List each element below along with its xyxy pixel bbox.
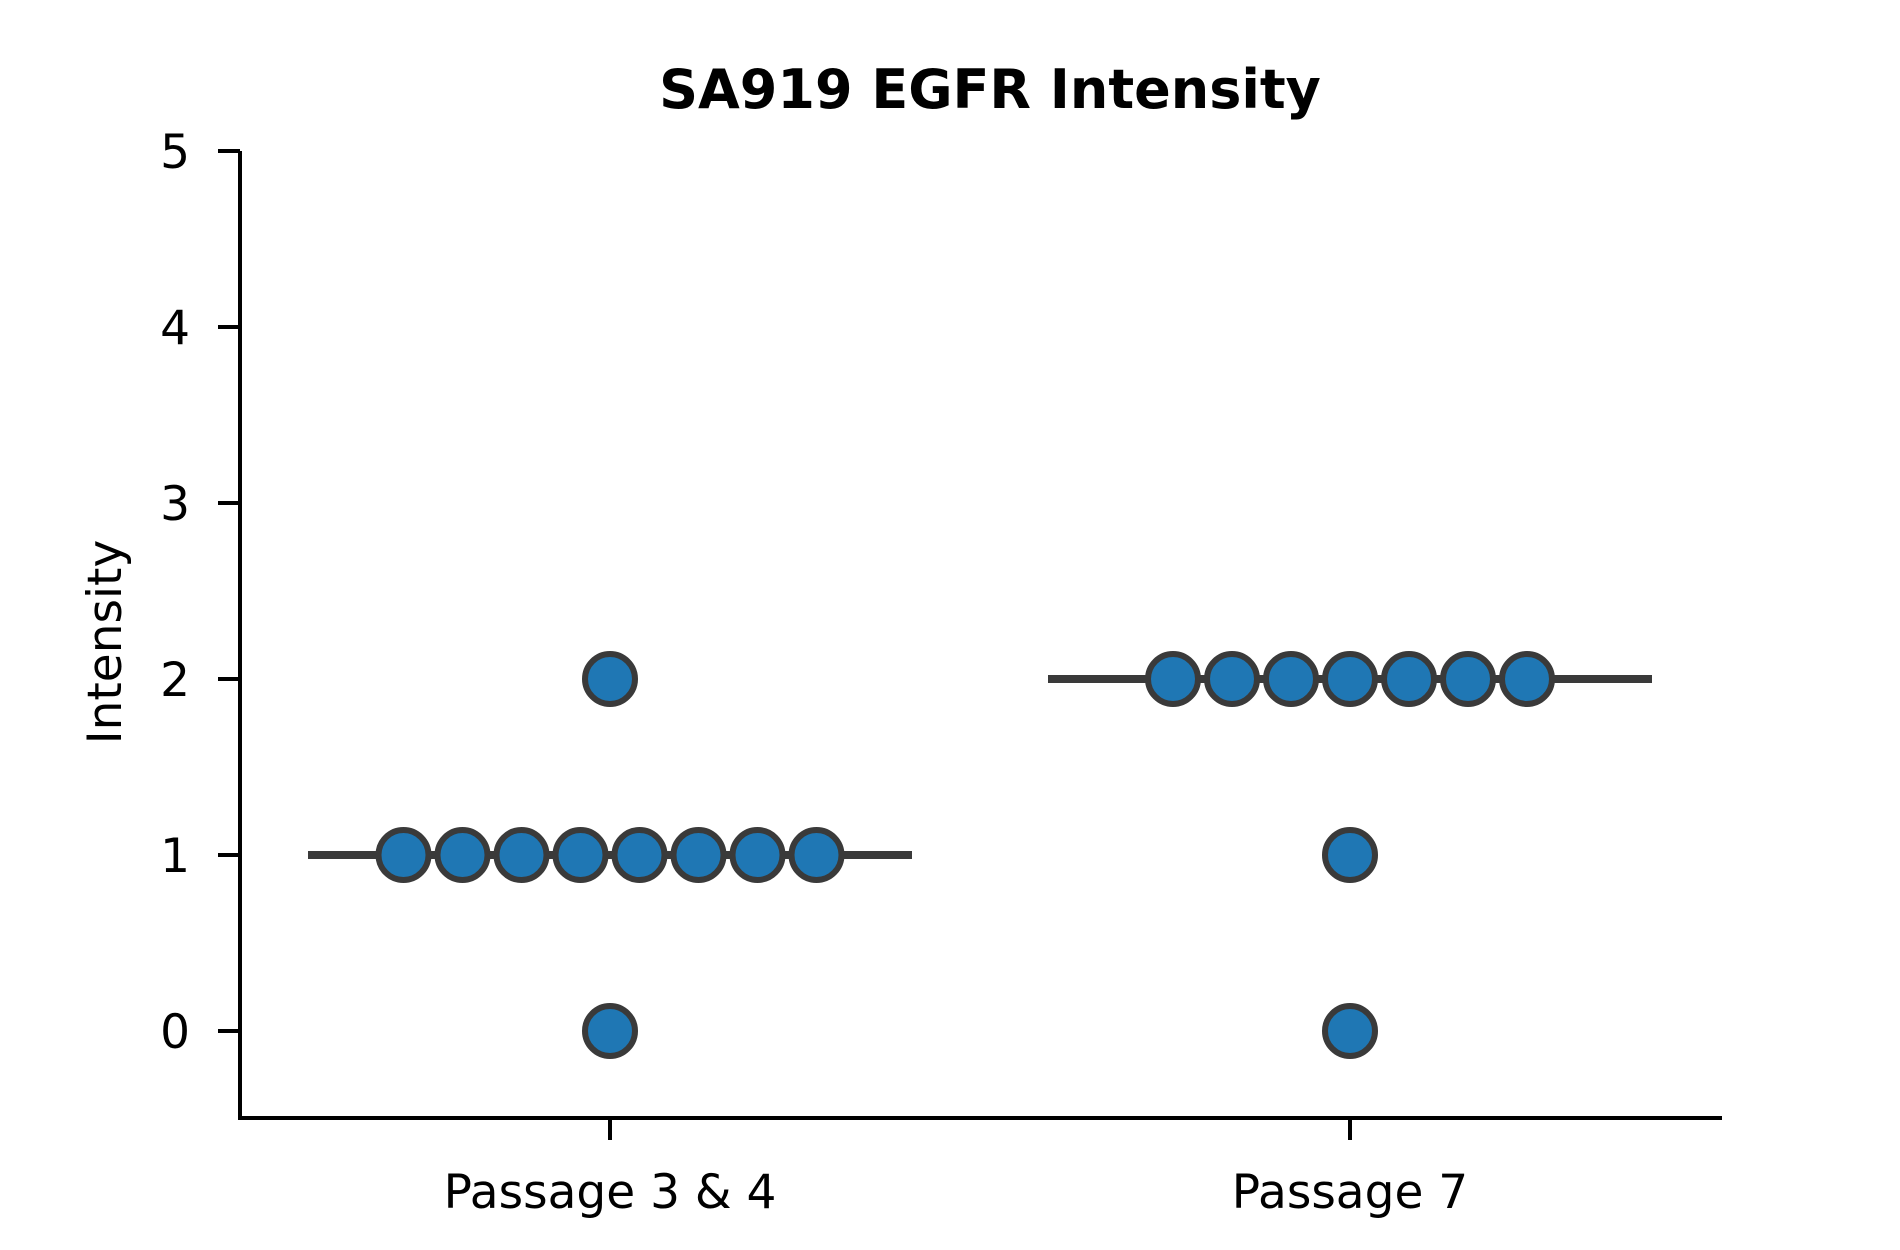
data-point [611,827,668,883]
data-point [1263,651,1319,707]
data-point [1322,1003,1378,1059]
data-point [1322,827,1378,883]
y-tick-label: 5 [160,125,190,180]
chart-title: SA919 EGFR Intensity [659,58,1321,121]
data-point [670,827,727,883]
data-point [1499,651,1555,707]
data-point [1381,651,1437,707]
plot-marks [308,651,1652,1059]
y-axis-label: Intensity [78,540,133,745]
x-ticks: Passage 3 & 4 Passage 7 [444,1118,1468,1220]
y-tick-label: 4 [160,301,190,356]
data-point [375,827,432,883]
data-point [552,827,609,883]
data-point [1322,651,1378,707]
y-ticks: 0 1 2 3 4 5 [160,125,240,1060]
data-point [1440,651,1496,707]
data-point [582,1003,638,1059]
axes [238,151,1722,1120]
y-tick-label: 1 [160,829,190,884]
data-point [434,827,491,883]
x-tick-label: Passage 7 [1232,1165,1468,1220]
y-tick-label: 3 [160,477,190,532]
data-point [493,827,550,883]
y-tick-label: 0 [160,1005,190,1060]
data-point [1204,651,1260,707]
data-point [582,651,638,707]
x-tick-label: Passage 3 & 4 [444,1165,777,1220]
data-point [1145,651,1201,707]
data-point [729,827,786,883]
data-point [788,827,845,883]
y-tick-label: 2 [160,653,190,708]
